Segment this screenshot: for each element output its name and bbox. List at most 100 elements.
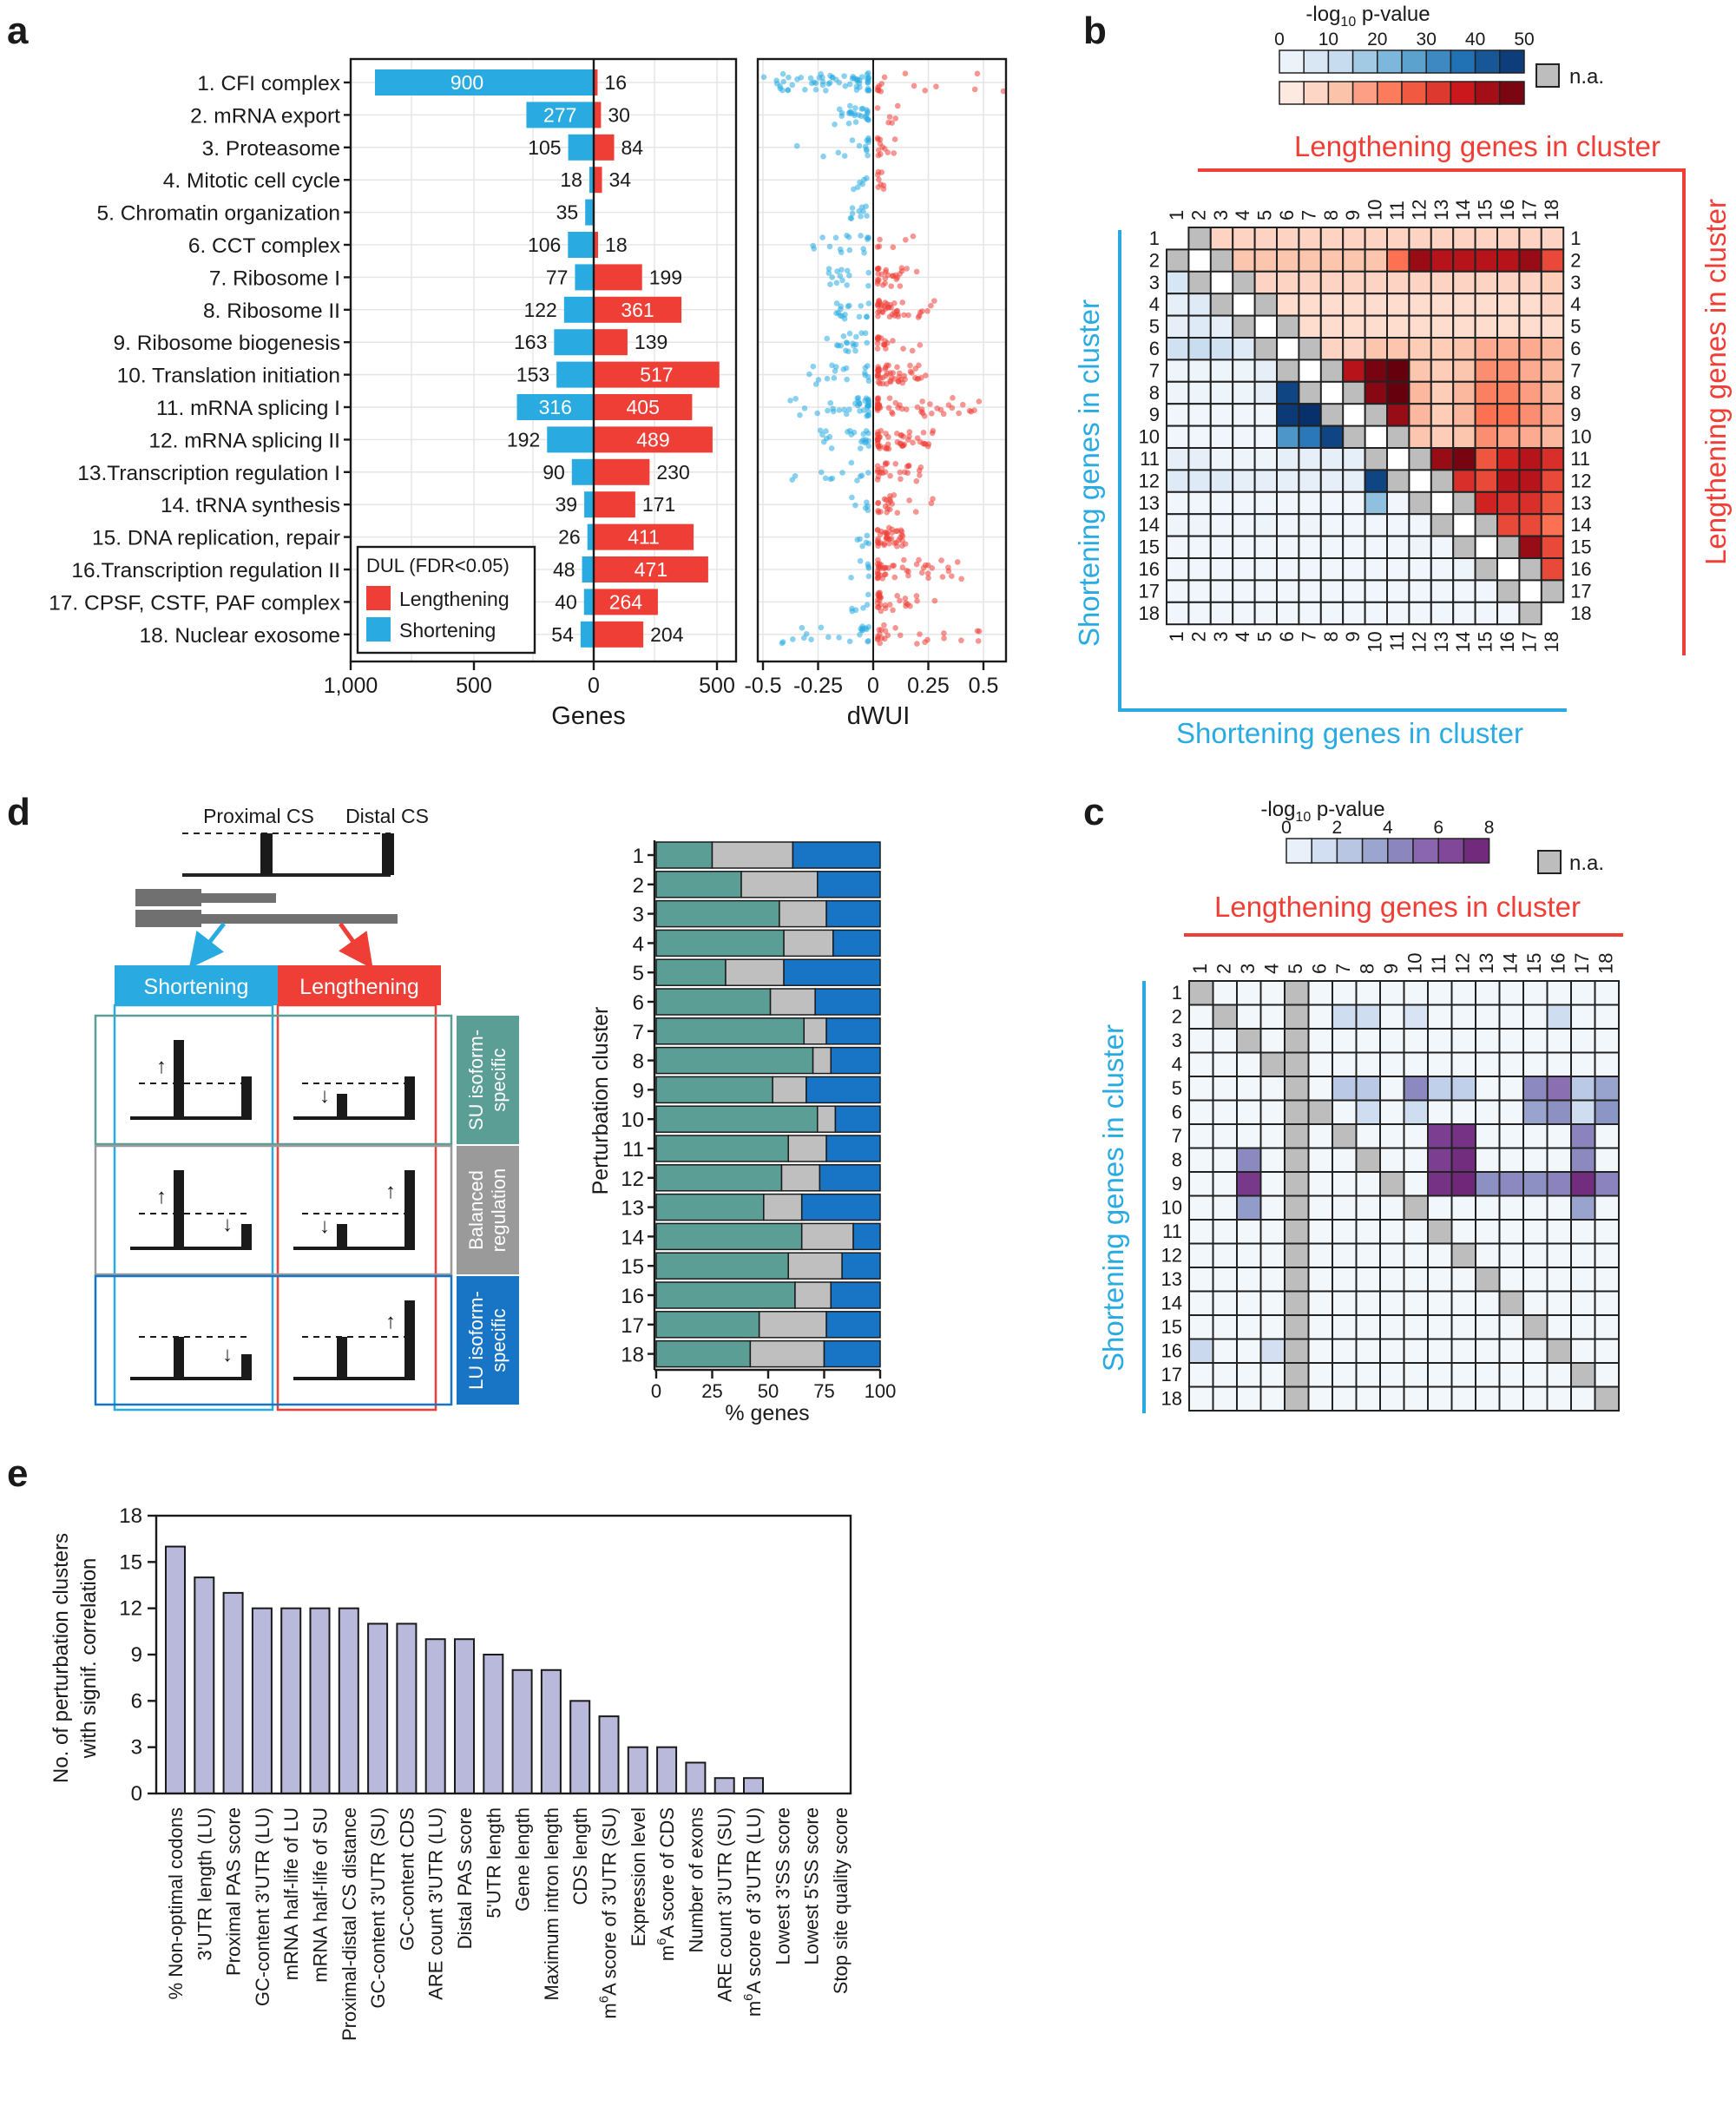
dwui-point-lengthening: [884, 362, 890, 368]
b-heatmap-cell: [1386, 403, 1410, 427]
dwui-point-lengthening: [875, 303, 881, 309]
d-x-tick-label: 0: [651, 1380, 661, 1402]
c-heatmap-cell: [1475, 1051, 1501, 1077]
c-heatmap-cell: [1379, 1362, 1405, 1388]
dwui-point-shortening: [811, 79, 818, 86]
dwui-point-lengthening: [902, 596, 909, 602]
c-heatmap-cell: [1450, 980, 1476, 1006]
b-heatmap-cell: [1166, 535, 1190, 559]
dwui-point-shortening: [846, 109, 853, 115]
shortening-bar: [584, 491, 594, 518]
b-heatmap-cell: [1232, 227, 1256, 251]
c-heatmap-cell: [1332, 1385, 1358, 1412]
e-category-label: Number of exons: [685, 1807, 707, 1953]
lu-row-frame: [94, 1274, 453, 1406]
dwui-point-lengthening: [917, 342, 924, 348]
dwui-plot-frame: [756, 57, 1008, 663]
e-bar: [309, 1607, 331, 1794]
b-colorbar-blue-cell: [1327, 49, 1354, 74]
d-stacked-segment: [794, 1281, 832, 1309]
dwui-point-shortening: [856, 313, 863, 320]
c-heatmap-cell: [1307, 1338, 1333, 1364]
c-heatmap-cell: [1259, 1338, 1286, 1364]
c-heatmap-cell: [1259, 1004, 1286, 1030]
c-heatmap-cell: [1498, 1028, 1524, 1054]
dwui-point-shortening: [817, 427, 824, 434]
shortening-bar: [575, 264, 594, 291]
dwui-point-lengthening: [902, 236, 909, 243]
lengthening-value-label: 411: [628, 526, 660, 549]
c-heatmap-cell: [1522, 980, 1549, 1006]
dwui-point-lengthening: [912, 509, 919, 515]
panel-c: -log10 p-value 0 2 4 6 8 n.a. Lengthening ge…: [1097, 798, 1623, 1413]
dwui-point-shortening: [832, 364, 839, 370]
dwui-point-lengthening: [917, 472, 923, 478]
b-colorbar-red-cell: [1303, 81, 1330, 105]
c-heatmap-cell: [1212, 1147, 1238, 1173]
lengthening-bar: [594, 491, 635, 518]
b-heatmap-cell: [1187, 601, 1212, 626]
category-label: 1. CFI complex: [197, 72, 340, 95]
d-stacked-segment: [749, 1339, 825, 1368]
b-heatmap-cell: [1276, 403, 1300, 427]
lengthening-value-label: 34: [609, 168, 632, 191]
c-heatmap-cell: [1188, 1362, 1214, 1388]
b-heatmap-cell: [1364, 469, 1388, 493]
dwui-point-shortening: [858, 472, 865, 479]
c-col-label: 7: [1332, 964, 1354, 974]
b-heatmap-cell: [1342, 359, 1366, 383]
shortening-bar: [526, 102, 594, 128]
b-heatmap-cell: [1209, 601, 1234, 626]
panel-letter-a: a: [7, 10, 29, 52]
c-heatmap-cell: [1546, 1242, 1572, 1268]
c-heatmap-cell: [1594, 1099, 1620, 1125]
dwui-point-lengthening: [874, 346, 881, 352]
b-heatmap-cell: [1386, 579, 1410, 603]
c-heatmap-cell: [1355, 980, 1381, 1006]
b-colorbar-tick: 20: [1367, 30, 1387, 49]
dwui-point-shortening: [837, 246, 844, 253]
b-heatmap-cell: [1474, 314, 1498, 339]
dwui-point-lengthening: [916, 467, 923, 474]
b-heatmap-cell: [1452, 403, 1476, 427]
b-heatmap-cell: [1187, 314, 1212, 339]
c-heatmap-cell: [1475, 1194, 1501, 1221]
d-stacked-bars: [655, 841, 881, 1368]
c-col-label: 16: [1548, 953, 1569, 974]
b-heatmap-cell: [1319, 248, 1345, 273]
dwui-point-lengthening: [878, 428, 884, 434]
b-heatmap-cell: [1342, 469, 1366, 493]
b-heatmap-cell: [1166, 380, 1190, 405]
shortening-value-label: 316: [539, 396, 572, 418]
dwui-point-shortening: [845, 234, 852, 240]
c-heatmap-cell: [1522, 1290, 1549, 1316]
b-heatmap-cell: [1430, 579, 1455, 603]
dwui-point-lengthening: [878, 151, 884, 157]
dwui-point-lengthening: [913, 593, 920, 599]
d-stacked-segment: [832, 929, 881, 958]
d-stacked-segment: [740, 871, 819, 898]
dwui-point-lengthening: [891, 150, 898, 156]
dwui-point-lengthening: [907, 362, 913, 369]
b-heatmap-cell: [1276, 227, 1300, 251]
b-heatmap-cell: [1386, 227, 1410, 251]
c-heatmap-cell: [1546, 980, 1572, 1006]
c-heatmap-cell: [1522, 1267, 1549, 1293]
c-heatmap-cell: [1188, 1051, 1214, 1077]
shortening-value-label: 122: [523, 299, 556, 321]
c-heatmap-cell: [1450, 1242, 1476, 1268]
c-heatmap-cell: [1594, 1338, 1620, 1364]
b-heatmap-cell: [1342, 557, 1366, 582]
dwui-point-shortening: [825, 407, 831, 414]
dwui-point-lengthening: [958, 637, 964, 644]
b-heatmap-cell: [1276, 469, 1300, 493]
c-heatmap-cell: [1594, 1314, 1620, 1340]
c-heatmap-cell: [1259, 1147, 1286, 1173]
dwui-point-lengthening: [945, 568, 952, 575]
c-heatmap-cell: [1188, 1194, 1214, 1221]
dwui-point-shortening: [810, 242, 816, 249]
c-heatmap-cell: [1403, 1362, 1429, 1388]
c-heatmap-cell: [1403, 1028, 1429, 1054]
c-heatmap-cell: [1188, 1076, 1214, 1102]
d-stacked-segment: [655, 1135, 789, 1162]
